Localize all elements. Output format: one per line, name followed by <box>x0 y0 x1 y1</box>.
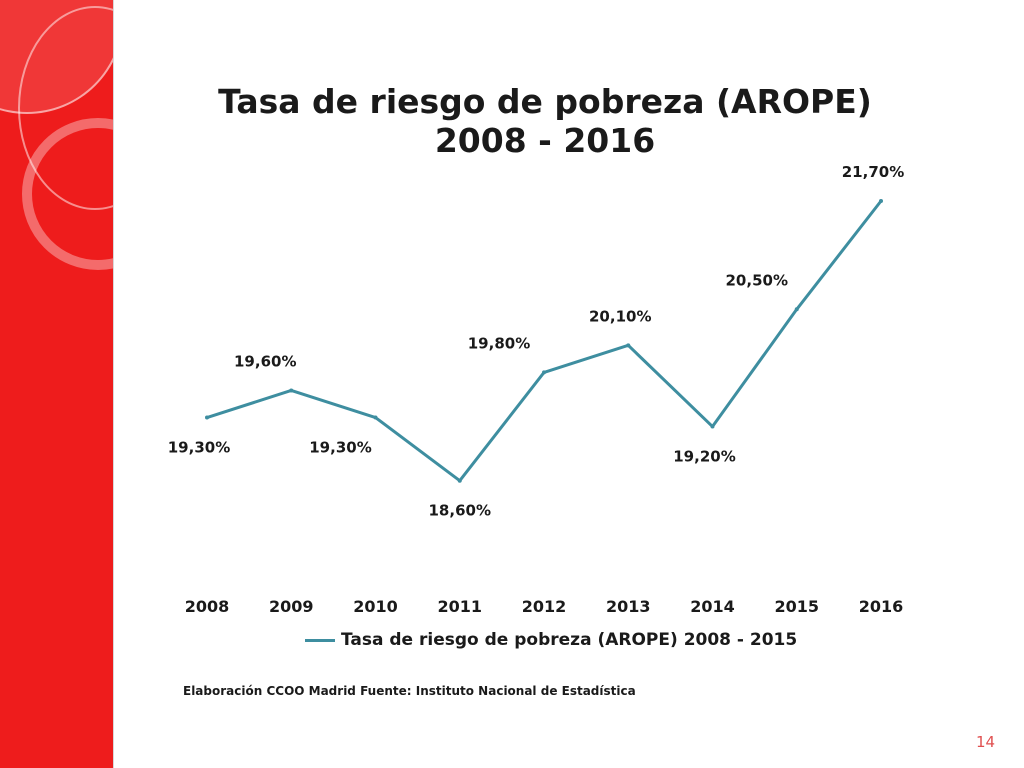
x-tick-label: 2016 <box>859 597 904 616</box>
data-label: 19,30% <box>309 439 371 457</box>
data-label: 19,30% <box>168 439 230 457</box>
x-tick-label: 2009 <box>269 597 314 616</box>
x-tick-label: 2010 <box>353 597 398 616</box>
data-label: 19,20% <box>673 448 735 466</box>
data-point <box>289 388 294 393</box>
side-band <box>0 0 113 768</box>
legend-label: Tasa de riesgo de pobreza (AROPE) 2008 -… <box>341 630 798 650</box>
data-point <box>373 415 378 420</box>
source-note: Elaboración CCOO Madrid Fuente: Institut… <box>183 684 636 698</box>
x-tick-label: 2014 <box>690 597 735 616</box>
data-point <box>879 199 883 203</box>
data-point <box>794 307 799 312</box>
data-label: 20,50% <box>726 271 788 289</box>
chart-title: Tasa de riesgo de pobreza (AROPE) <box>218 82 872 121</box>
data-label: 21,70% <box>842 163 904 181</box>
x-tick-label: 2011 <box>437 597 482 616</box>
chart-legend: Tasa de riesgo de pobreza (AROPE) 2008 -… <box>305 630 797 650</box>
data-point <box>626 343 631 348</box>
x-tick-label: 2013 <box>606 597 651 616</box>
slide-number: 14 <box>976 733 996 751</box>
band-divider <box>113 0 114 768</box>
legend-swatch <box>305 638 335 642</box>
data-label: 19,60% <box>234 352 296 370</box>
data-label: 18,60% <box>429 502 491 520</box>
data-point <box>542 370 546 375</box>
x-tick-label: 2012 <box>522 597 567 616</box>
data-point <box>457 478 462 483</box>
x-tick-label: 2015 <box>774 597 819 616</box>
data-point <box>205 415 209 420</box>
chart-subtitle: 2008 - 2016 <box>434 121 656 160</box>
data-label: 19,80% <box>468 334 530 352</box>
series-line <box>206 200 883 483</box>
data-point <box>710 424 715 429</box>
data-label: 20,10% <box>589 307 651 325</box>
x-tick-label: 2008 <box>185 597 230 616</box>
